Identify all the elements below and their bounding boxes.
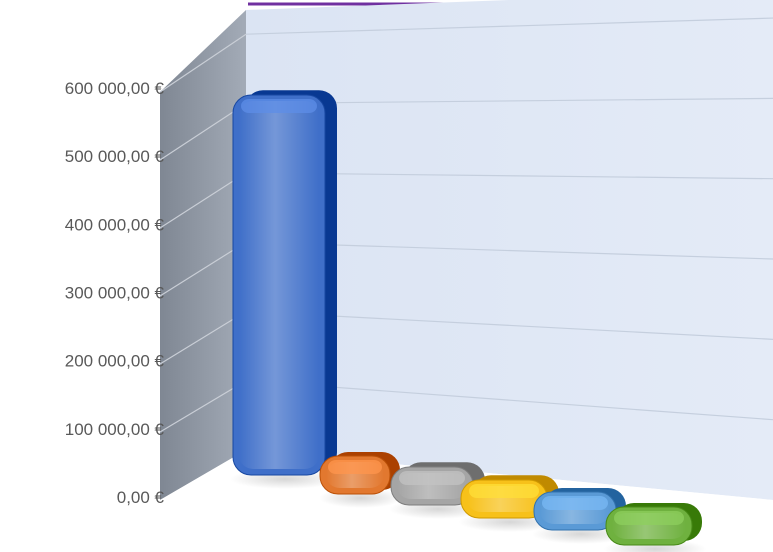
- y-axis-tick-labels: 0,00 € 100 000,00 € 200 000,00 € 300 000,00…: [65, 79, 165, 507]
- bar-top: [241, 99, 317, 113]
- y-tick-label: 100 000,00 €: [65, 420, 165, 439]
- gridline-side: [159, 102, 247, 161]
- bar-highlight: [239, 101, 319, 469]
- y-tick-label: 400 000,00 €: [65, 215, 165, 234]
- gridline-side: [159, 33, 247, 93]
- gridline-side: [159, 172, 247, 229]
- bar-top: [614, 511, 684, 525]
- bar-top: [399, 471, 465, 485]
- bars: [229, 90, 707, 552]
- y-tick-label: 0,00 €: [117, 488, 165, 507]
- y-tick-label: 500 000,00 €: [65, 147, 165, 166]
- bar-top: [542, 496, 608, 510]
- bar-top: [469, 484, 539, 498]
- bar-top: [328, 460, 382, 474]
- gridline-side: [159, 241, 247, 297]
- gridline-back: [245, 17, 773, 35]
- y-tick-label: 600 000,00 €: [65, 79, 165, 98]
- gridline-side: [159, 380, 247, 433]
- gridline-side: [159, 310, 247, 365]
- y-tick-label: 300 000,00 €: [65, 284, 165, 303]
- y-tick-label: 200 000,00 €: [65, 352, 165, 371]
- side-wall: [160, 10, 246, 500]
